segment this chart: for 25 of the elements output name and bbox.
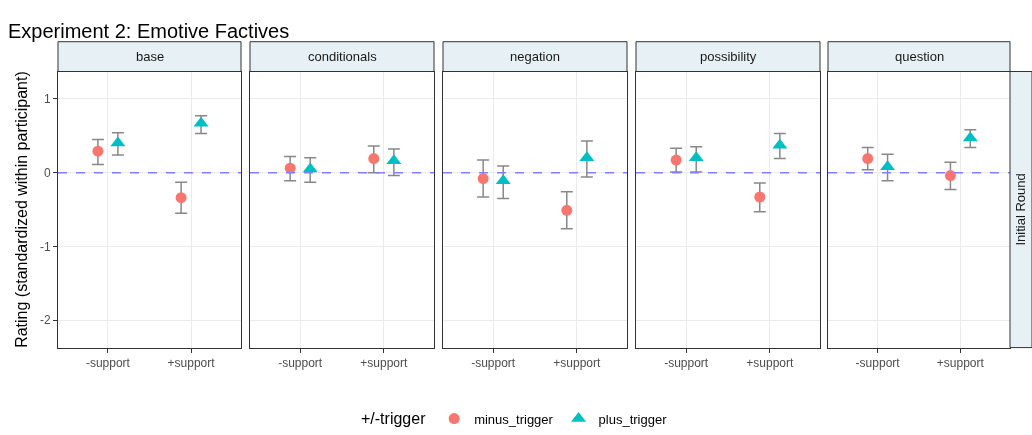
x-tick-label: +support [167, 355, 216, 370]
text: Initial Round [1013, 173, 1029, 246]
chart-title: negation [510, 49, 560, 64]
text: Experiment 2: Emotive Factives [8, 20, 290, 42]
x-tick-label: -support [664, 355, 709, 370]
chart-title: base [136, 49, 165, 64]
y-tick-label: -2 [39, 313, 51, 328]
y-tick-label: -1 [39, 239, 51, 254]
x-tick-label: +support [936, 355, 985, 370]
x-tick-label: +support [553, 355, 601, 370]
legend-label: plus_trigger [598, 411, 668, 427]
x-tick-label: -support [85, 355, 131, 370]
chart-title: possibility [700, 49, 757, 64]
x-tick-label: -support [278, 355, 323, 370]
y-tick-label: 1 [43, 92, 51, 107]
x-tick-label: -support [471, 355, 516, 370]
y-tick-label: 0 [43, 165, 51, 180]
x-tick-label: +support [360, 355, 408, 370]
x-tick-label: -support [855, 355, 901, 370]
x-tick-label: +support [746, 355, 794, 370]
chart-title: conditionals [308, 49, 378, 64]
legend-title: +/-trigger [361, 410, 427, 428]
y-axis-title: Rating (standardized within participant) [12, 71, 30, 348]
chart-title: question [895, 49, 945, 64]
legend-label: minus_trigger [474, 411, 554, 427]
